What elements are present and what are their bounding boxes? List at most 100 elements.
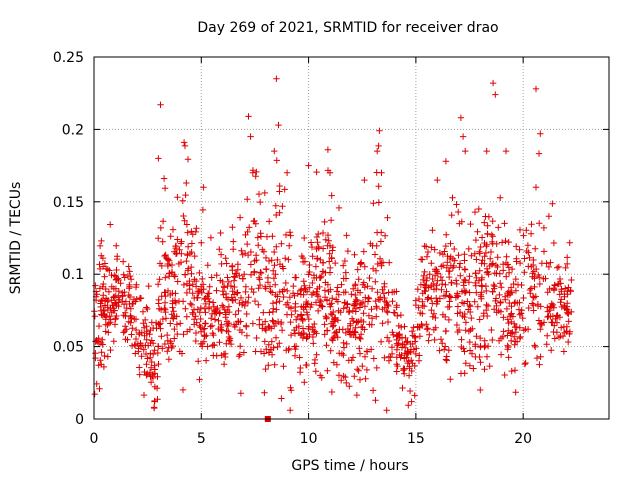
data-point [122,336,129,343]
data-point [243,322,250,329]
data-point [369,387,377,394]
data-point [557,299,564,306]
data-point [512,328,520,336]
data-point [445,347,452,354]
data-point [188,270,195,277]
data-point [393,346,401,353]
data-point [260,309,267,316]
data-point [174,194,181,201]
data-point [143,304,150,311]
data-point [278,240,285,247]
data-point [434,176,441,184]
data-point [421,303,428,310]
data-point [291,343,298,350]
data-point [98,296,106,304]
data-point [241,302,248,310]
data-point [125,291,132,299]
data-point [461,348,468,355]
data-point [298,286,305,293]
data-point [266,324,273,331]
data-point [167,340,175,347]
data-point [262,327,270,334]
data-point [235,307,242,315]
data-point [357,261,364,268]
data-point [318,273,325,280]
data-point [497,298,504,306]
data-point [326,242,334,249]
data-point [140,391,148,399]
data-point [568,276,575,284]
data-point [476,316,483,323]
data-point [188,248,195,256]
data-point [273,299,280,306]
data-point [224,274,231,281]
data-point [376,296,384,303]
data-point [262,365,269,373]
data-point [197,304,204,312]
data-point [144,305,151,313]
data-point [247,133,254,140]
data-point [299,325,307,332]
data-point [273,157,280,164]
data-point [431,246,438,253]
data-point [291,326,298,334]
data-point [431,266,439,273]
data-point [191,252,198,260]
data-point [161,289,168,296]
data-point [189,231,196,238]
data-point [508,367,515,375]
data-point [156,305,163,312]
data-point [321,287,329,294]
data-point [330,322,337,329]
data-point [512,287,520,294]
data-point [309,333,317,341]
data-point [564,288,571,295]
data-point [366,274,373,282]
data-point [232,296,239,303]
data-point [497,194,504,201]
data-point [481,239,488,247]
data-point [156,276,163,283]
data-point [225,303,233,310]
data-point [393,368,400,375]
data-point [261,338,268,345]
data-point [324,146,332,153]
data-point [462,360,469,367]
data-point [309,279,316,287]
data-point [95,362,102,369]
data-point [192,337,199,345]
data-point [424,325,431,332]
data-point [443,357,450,364]
data-point [199,326,207,333]
data-point [249,320,257,327]
data-point [484,343,492,350]
data-point [429,313,436,320]
data-point [252,252,260,259]
data-point [226,337,234,344]
data-point [173,321,181,328]
data-point [334,334,341,341]
data-point [115,303,122,310]
data-point [301,379,308,386]
data-point [360,310,367,317]
data-point [168,268,176,276]
data-point [517,310,525,317]
data-point [192,313,199,320]
data-point [282,301,290,308]
data-point [108,271,115,279]
data-point [283,169,291,176]
data-point [476,248,483,255]
data-point [132,326,140,334]
data-point [150,404,158,411]
data-point [309,324,316,331]
x-tick-label: 20 [514,431,532,447]
data-point [453,201,460,208]
data-point [345,308,353,316]
data-point [544,332,551,339]
data-point [189,281,196,288]
data-point [352,291,359,299]
data-point [317,298,325,305]
data-point [253,168,260,176]
data-point [285,345,293,352]
data-point [434,277,441,284]
